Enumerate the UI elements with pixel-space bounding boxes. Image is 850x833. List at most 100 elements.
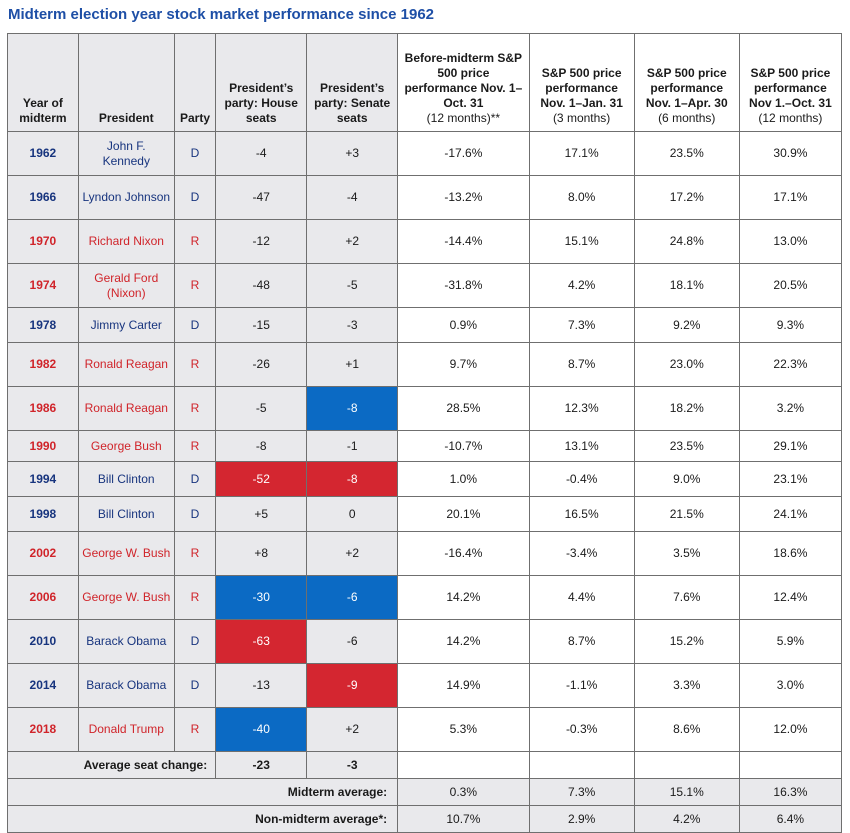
nonmidterm-before: 10.7%: [397, 805, 530, 833]
party-cell: D: [173, 131, 217, 176]
house-seats-cell: -4: [215, 131, 308, 176]
table-row: 1978 Jimmy Carter D -15 -3 0.9% 7.3% 9.2% 9.3%: [7, 307, 843, 343]
six-month-cell: 9.2%: [633, 307, 740, 343]
blank-cell: [397, 751, 530, 779]
before-midterm-cell: 9.7%: [397, 342, 530, 387]
year-cell: 2002: [7, 531, 79, 576]
before-midterm-cell: 20.1%: [397, 496, 530, 532]
six-month-cell: 18.2%: [633, 386, 740, 431]
three-month-cell: 15.1%: [528, 219, 635, 264]
senate-seats-cell: -3: [306, 307, 399, 343]
house-seats-cell: -5: [215, 386, 308, 431]
header-before-main: Before-midterm S&P 500 price performance…: [404, 51, 523, 110]
header-before-sub: (12 months)**: [426, 111, 501, 125]
president-cell: Ronald Reagan: [77, 342, 175, 387]
three-month-cell: 8.7%: [528, 619, 635, 664]
avg-senate-value: -3: [306, 751, 399, 779]
before-midterm-cell: -13.2%: [397, 175, 530, 220]
twelve-month-cell: 24.1%: [738, 496, 843, 532]
six-month-cell: 7.6%: [633, 575, 740, 620]
house-seats-cell: -52: [215, 461, 308, 497]
before-midterm-cell: 28.5%: [397, 386, 530, 431]
three-month-cell: -0.4%: [528, 461, 635, 497]
table-row: 1974 Gerald Ford (Nixon) R -48 -5 -31.8% 4.2% 1…: [7, 263, 843, 308]
year-cell: 1982: [7, 342, 79, 387]
house-seats-cell: -8: [215, 430, 308, 462]
senate-seats-cell: -8: [306, 461, 399, 497]
three-month-cell: 17.1%: [528, 131, 635, 176]
president-cell: Jimmy Carter: [77, 307, 175, 343]
senate-seats-cell: -5: [306, 263, 399, 308]
six-month-cell: 21.5%: [633, 496, 740, 532]
year-cell: 2010: [7, 619, 79, 664]
president-cell: Barack Obama: [77, 663, 175, 708]
senate-seats-cell: 0: [306, 496, 399, 532]
before-midterm-cell: -10.7%: [397, 430, 530, 462]
header-3m-main: S&P 500 price performance Nov. 1–Jan. 31: [540, 66, 623, 110]
avg-house-value: -23: [215, 751, 308, 779]
before-midterm-cell: -17.6%: [397, 131, 530, 176]
twelve-month-cell: 18.6%: [738, 531, 843, 576]
house-seats-cell: -30: [215, 575, 308, 620]
senate-seats-cell: +2: [306, 531, 399, 576]
senate-seats-cell: -8: [306, 386, 399, 431]
midterm-6m: 15.1%: [633, 778, 740, 806]
year-cell: 1974: [7, 263, 79, 308]
table-row: 2014 Barack Obama D -13 -9 14.9% -1.1% 3.3% 3.0%: [7, 663, 843, 708]
table-row: 1982 Ronald Reagan R -26 +1 9.7% 8.7% 23.0% 22.3…: [7, 342, 843, 387]
year-cell: 1978: [7, 307, 79, 343]
senate-seats-cell: -1: [306, 430, 399, 462]
six-month-cell: 15.2%: [633, 619, 740, 664]
party-cell: R: [173, 430, 217, 462]
year-cell: 2006: [7, 575, 79, 620]
house-seats-cell: -26: [215, 342, 308, 387]
year-cell: 1998: [7, 496, 79, 532]
house-seats-cell: -48: [215, 263, 308, 308]
six-month-cell: 8.6%: [633, 707, 740, 752]
before-midterm-cell: 0.9%: [397, 307, 530, 343]
year-cell: 1994: [7, 461, 79, 497]
before-midterm-cell: 5.3%: [397, 707, 530, 752]
president-cell: Richard Nixon: [77, 219, 175, 264]
year-cell: 1966: [7, 175, 79, 220]
three-month-cell: -3.4%: [528, 531, 635, 576]
table-row: 2006 George W. Bush R -30 -6 14.2% 4.4% 7.6% 12.…: [7, 575, 843, 620]
table-row: 1962 John F. Kennedy D -4 +3 -17.6% 17.1% 23.5%…: [7, 131, 843, 176]
party-cell: R: [173, 263, 217, 308]
midterm-average-label: Midterm average:: [6, 778, 399, 806]
before-midterm-cell: -31.8%: [397, 263, 530, 308]
header-6m-sub: (6 months): [658, 111, 716, 125]
party-cell: D: [173, 619, 217, 664]
three-month-cell: 12.3%: [528, 386, 635, 431]
six-month-cell: 24.8%: [633, 219, 740, 264]
midterm-3m: 7.3%: [528, 778, 635, 806]
senate-seats-cell: -6: [306, 575, 399, 620]
president-cell: Gerald Ford (Nixon): [77, 263, 175, 308]
before-midterm-cell: -16.4%: [397, 531, 530, 576]
president-cell: Bill Clinton: [77, 461, 175, 497]
year-cell: 1990: [7, 430, 79, 462]
president-cell: Barack Obama: [77, 619, 175, 664]
midterm-before: 0.3%: [397, 778, 530, 806]
senate-seats-cell: -6: [306, 619, 399, 664]
nonmidterm-12m: 6.4%: [738, 805, 843, 833]
senate-seats-cell: +2: [306, 219, 399, 264]
twelve-month-cell: 30.9%: [738, 131, 843, 176]
three-month-cell: 13.1%: [528, 430, 635, 462]
president-cell: Bill Clinton: [77, 496, 175, 532]
president-cell: Lyndon Johnson: [77, 175, 175, 220]
six-month-cell: 9.0%: [633, 461, 740, 497]
year-cell: 2018: [7, 707, 79, 752]
twelve-month-cell: 13.0%: [738, 219, 843, 264]
six-month-cell: 18.1%: [633, 263, 740, 308]
twelve-month-cell: 5.9%: [738, 619, 843, 664]
table-row: 1986 Ronald Reagan R -5 -8 28.5% 12.3% 18.2% 3.2…: [7, 386, 843, 431]
avg-seat-row: Average seat change: -23 -3: [6, 751, 843, 779]
house-seats-cell: +5: [215, 496, 308, 532]
year-cell: 1962: [7, 131, 79, 176]
avg-seat-label: Average seat change:: [6, 751, 217, 779]
party-cell: D: [173, 461, 217, 497]
header-house-seats: President’s party: House seats: [215, 33, 308, 132]
nonmidterm-3m: 2.9%: [528, 805, 635, 833]
three-month-cell: 4.2%: [528, 263, 635, 308]
